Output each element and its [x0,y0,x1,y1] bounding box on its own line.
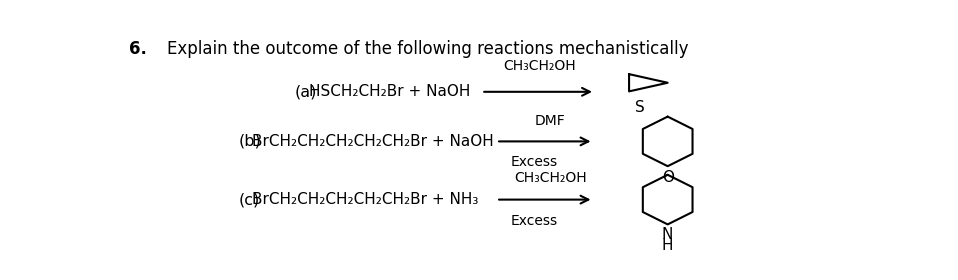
Text: 6.: 6. [128,40,147,58]
Text: (c): (c) [239,192,260,207]
Text: S: S [635,100,645,115]
Text: Excess: Excess [511,214,558,228]
Text: DMF: DMF [535,114,566,128]
Text: CH₃CH₂OH: CH₃CH₂OH [503,59,576,73]
Text: (b): (b) [239,134,262,149]
Text: (a): (a) [294,84,316,99]
Text: BrCH₂CH₂CH₂CH₂CH₂Br + NaOH: BrCH₂CH₂CH₂CH₂CH₂Br + NaOH [252,134,493,149]
Text: Explain the outcome of the following reactions mechanistically: Explain the outcome of the following rea… [168,40,689,58]
Text: HSCH₂CH₂Br + NaOH: HSCH₂CH₂Br + NaOH [309,84,470,99]
Text: Excess: Excess [511,155,558,169]
Text: N: N [662,227,673,242]
Text: O: O [662,170,673,185]
Text: H: H [662,238,673,253]
Text: CH₃CH₂OH: CH₃CH₂OH [514,171,586,185]
Text: BrCH₂CH₂CH₂CH₂CH₂Br + NH₃: BrCH₂CH₂CH₂CH₂CH₂Br + NH₃ [252,192,478,207]
